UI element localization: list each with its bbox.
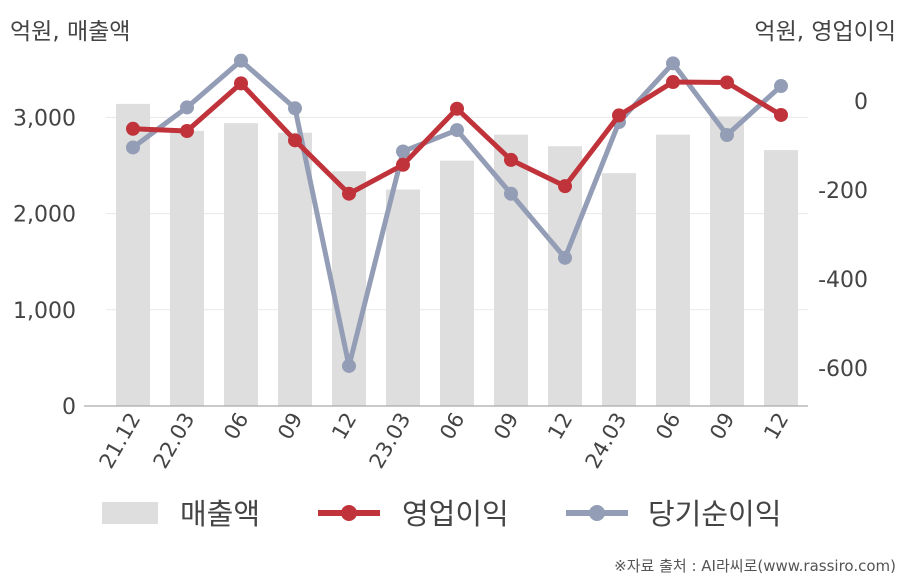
left-axis-unit: 억원, 매출액 — [10, 19, 131, 45]
operating-profit-point — [558, 179, 572, 194]
operating-profit-point — [342, 186, 356, 201]
operating-profit-point — [450, 101, 464, 116]
x-tick-label: 23.03 — [364, 409, 415, 473]
x-tick-label: 12 — [327, 409, 361, 444]
revenue-bar — [656, 134, 690, 406]
right-tick-label: -200 — [818, 179, 868, 204]
revenue-bar — [602, 173, 636, 406]
legend-swatch-revenue — [102, 502, 158, 524]
right-tick-label: -400 — [818, 268, 868, 293]
x-tick-label: 22.03 — [148, 409, 199, 473]
operating-profit-point — [234, 76, 248, 91]
revenue-bar — [440, 160, 474, 406]
right-tick-label: -600 — [818, 357, 868, 382]
left-tick-label: 1,000 — [13, 299, 76, 324]
x-tick-label: 24.03 — [580, 409, 631, 473]
net-income-point — [666, 56, 680, 71]
x-tick-label: 09 — [273, 409, 307, 444]
legend-label-net-income: 당기순이익 — [648, 497, 781, 531]
right-tick-label: 0 — [854, 90, 868, 115]
x-tick-label: 09 — [489, 409, 523, 444]
operating-profit-point — [288, 133, 302, 148]
left-tick-label: 2,000 — [13, 203, 76, 228]
net-income-point — [234, 53, 248, 68]
legend-marker-net-income — [589, 505, 605, 521]
x-tick-label: 09 — [705, 409, 739, 444]
operating-profit-point — [126, 121, 140, 136]
net-income-point — [450, 123, 464, 138]
revenue-bar — [764, 150, 798, 406]
operating-profit-point — [720, 75, 734, 90]
operating-profit-point — [612, 108, 626, 123]
x-tick-label: 12 — [543, 409, 577, 444]
x-tick-label: 06 — [219, 409, 253, 444]
net-income-point — [396, 144, 410, 159]
net-income-point — [126, 140, 140, 155]
net-income-point — [180, 100, 194, 115]
operating-profit-point — [666, 75, 680, 90]
net-income-point — [558, 250, 572, 265]
net-income-point — [720, 127, 734, 142]
legend-marker-operating-profit — [341, 505, 357, 521]
x-tick-label: 21.12 — [94, 409, 145, 473]
left-tick-label: 0 — [62, 395, 76, 420]
legend-label-operating-profit: 영업이익 — [402, 497, 509, 531]
net-income-point — [342, 358, 356, 373]
legend-label-revenue: 매출액 — [180, 497, 260, 531]
x-tick-label: 06 — [435, 409, 469, 444]
revenue-bar — [278, 132, 312, 406]
source-note: ※자료 출처 : AI라씨로(www.rassiro.com) — [614, 557, 896, 575]
revenue-bar — [494, 134, 528, 406]
net-income-point — [774, 79, 788, 94]
operating-profit-point — [180, 123, 194, 138]
operating-profit-point — [774, 107, 788, 122]
left-tick-label: 3,000 — [13, 106, 76, 131]
revenue-bar — [386, 189, 420, 406]
operating-profit-point — [396, 157, 410, 172]
net-income-point — [504, 186, 518, 201]
x-tick-label: 06 — [651, 409, 685, 444]
right-axis-unit: 억원, 영업이익 — [754, 19, 896, 45]
revenue-bar — [224, 123, 258, 406]
operating-profit-point — [504, 152, 518, 167]
revenue-bar — [170, 130, 204, 406]
x-tick-label: 12 — [759, 409, 793, 444]
revenue-bar — [710, 116, 744, 406]
net-income-point — [288, 101, 302, 116]
